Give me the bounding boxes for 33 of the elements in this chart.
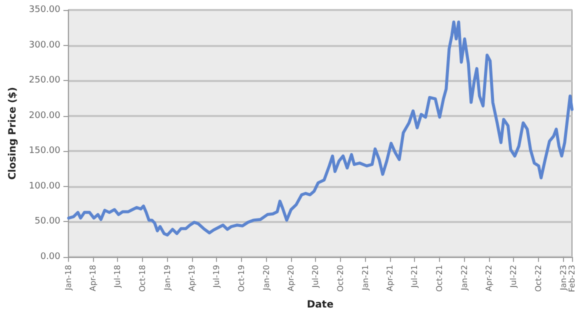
y-tick-label: 200.00 <box>28 110 61 121</box>
x-tick-label: Oct-18 <box>138 264 147 292</box>
y-tick-label: 150.00 <box>28 146 61 156</box>
x-tick-label: Jan-20 <box>262 264 271 292</box>
x-tick-label: Jul-18 <box>112 264 122 289</box>
x-tick-label: Oct-19 <box>236 264 246 292</box>
x-tick-label: Jan-23 <box>559 264 568 292</box>
x-tick-label: Apr-20 <box>286 264 296 292</box>
x-tick-label: Apr-21 <box>386 264 395 292</box>
y-tick-label: 0.00 <box>40 252 61 262</box>
x-tick-label: Oct-21 <box>435 264 444 292</box>
line-series <box>67 20 574 237</box>
x-tick-label: Jul-22 <box>509 264 518 289</box>
x-tick-label: Apr-22 <box>484 264 494 292</box>
x-tick-label: Jan-22 <box>460 264 470 292</box>
x-tick-label: Jul-19 <box>212 264 221 289</box>
y-tick-label: 350.00 <box>28 5 61 15</box>
x-tick-label: Apr-19 <box>187 264 196 292</box>
y-axis-title: Closing Price ($) <box>8 87 18 180</box>
x-tick-label: Jan-19 <box>162 264 172 292</box>
y-tick-label: 250.00 <box>28 76 61 86</box>
x-axis-title: Date <box>306 300 334 310</box>
x-tick-label: Apr-18 <box>88 264 98 292</box>
x-tick-label: Jul-20 <box>311 264 320 289</box>
y-tick-label: 50.00 <box>34 216 61 227</box>
x-tick-label: Jan-21 <box>361 264 370 292</box>
x-tick-label: Oct-22 <box>534 264 544 292</box>
x-tick-label: Oct-20 <box>336 264 346 292</box>
x-tick-label: Jan-18 <box>64 264 73 292</box>
x-tick-label: Jul-21 <box>410 264 420 289</box>
x-tick-label: Feb-23 <box>568 264 576 292</box>
y-tick-label: 100.00 <box>28 181 61 192</box>
y-tick-label: 300.00 <box>28 40 61 50</box>
